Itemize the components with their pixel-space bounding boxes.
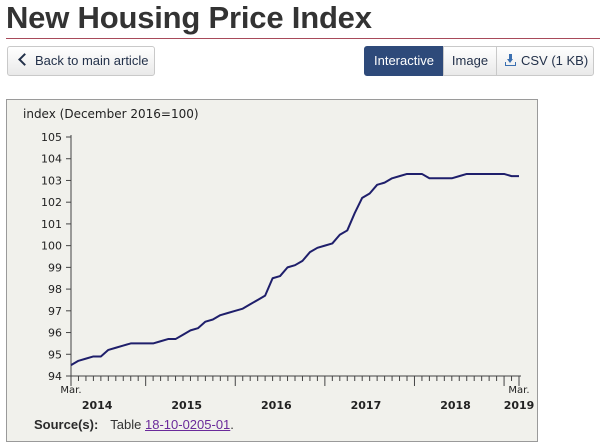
source-prefix: Table xyxy=(110,417,142,432)
y-tick-label: 105 xyxy=(41,131,62,144)
chevron-left-icon xyxy=(18,53,31,66)
source-line: Source(s): Table 18-10-0205-01. xyxy=(34,417,234,432)
back-button-label: Back to main article xyxy=(35,53,149,68)
x-year-label: 2017 xyxy=(351,399,382,412)
line-chart[interactable]: index (December 2016=100) 94 95 96 97 98 99 10… xyxy=(7,100,537,441)
source-table-link[interactable]: 18-10-0205-01 xyxy=(145,417,231,432)
y-tick-label: 95 xyxy=(48,348,62,361)
download-icon xyxy=(505,54,516,66)
y-tick-label: 100 xyxy=(41,240,62,253)
series-line[interactable] xyxy=(70,172,519,367)
y-tick-label: 101 xyxy=(41,218,62,231)
tab-interactive[interactable]: Interactive xyxy=(364,46,444,76)
source-label: Source(s): xyxy=(34,417,99,432)
y-axis-label: index (December 2016=100) xyxy=(23,107,199,121)
y-tick-label: 98 xyxy=(48,283,62,296)
tab-csv-download[interactable]: CSV (1 KB) xyxy=(496,46,594,76)
tab-image[interactable]: Image xyxy=(443,46,497,76)
y-tick-label: 97 xyxy=(48,305,62,318)
y-tick-label: 102 xyxy=(41,196,62,209)
y-tick-label: 99 xyxy=(48,261,62,274)
tab-interactive-label: Interactive xyxy=(374,53,434,68)
y-tick-label: 104 xyxy=(41,153,62,166)
tab-csv-label: CSV (1 KB) xyxy=(521,53,589,68)
back-to-main-article-button[interactable]: Back to main article xyxy=(7,46,155,76)
title-divider xyxy=(6,38,600,39)
x-year-label: 2019 xyxy=(504,399,535,412)
y-tick-label: 103 xyxy=(41,174,62,187)
chart-panel: index (December 2016=100) 94 95 96 97 98 99 10… xyxy=(6,99,538,442)
x-year-label: 2016 xyxy=(261,399,292,412)
x-year-label: 2014 xyxy=(82,399,113,412)
x-year-label: 2018 xyxy=(440,399,471,412)
y-tick-label: 94 xyxy=(48,370,62,383)
x-start-month-label: Mar. xyxy=(60,385,81,396)
y-tick-label: 96 xyxy=(48,327,62,340)
source-suffix: . xyxy=(230,417,234,432)
tab-image-label: Image xyxy=(451,53,489,68)
page-title: New Housing Price Index xyxy=(6,0,372,35)
x-end-month-label: Mar. xyxy=(508,385,529,396)
x-year-label: 2015 xyxy=(171,399,202,412)
